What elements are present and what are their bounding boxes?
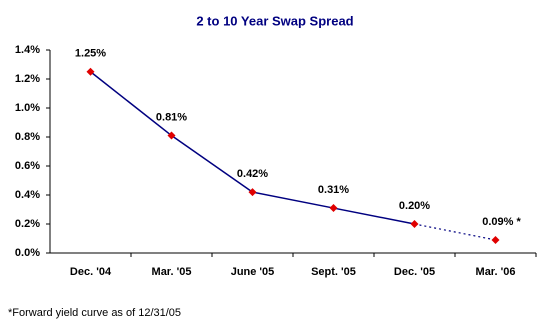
marker <box>410 220 419 228</box>
y-tick-label: 0.4% <box>15 189 40 201</box>
marker <box>167 131 176 140</box>
line-segment <box>333 207 415 225</box>
y-tick-label: 1.2% <box>15 73 40 85</box>
data-label: 0.42% <box>237 168 268 180</box>
marker <box>491 235 500 244</box>
x-tick-label: Mar. '06 <box>476 266 516 278</box>
data-label: 0.20% <box>399 200 430 212</box>
line-segment <box>252 191 334 209</box>
marker <box>86 67 95 76</box>
data-label: 0.81% <box>156 111 187 123</box>
data-label: 0.31% <box>318 184 349 196</box>
data-label: 1.25% <box>75 48 106 60</box>
y-tick-label: 0.8% <box>15 131 40 143</box>
footnote: *Forward yield curve as of 12/31/05 <box>8 307 181 319</box>
marker <box>248 188 257 197</box>
x-tick-label: June '05 <box>231 266 275 278</box>
chart-title: 2 to 10 Year Swap Spread <box>196 13 353 28</box>
y-tick-label: 0.0% <box>15 247 40 259</box>
line-segment <box>171 134 253 193</box>
dashed-segment <box>414 223 496 241</box>
y-tick-label: 1.0% <box>15 102 40 114</box>
x-tick-label: Dec. '05 <box>394 266 435 278</box>
data-label: 0.09% * <box>482 216 521 228</box>
x-tick-label: Dec. '04 <box>70 266 112 278</box>
marker <box>329 204 338 213</box>
y-tick-label: 0.2% <box>15 218 40 230</box>
line-segment <box>90 71 172 137</box>
x-tick-label: Mar. '05 <box>152 266 192 278</box>
y-tick-label: 0.6% <box>15 160 40 172</box>
x-tick-label: Sept. '05 <box>311 266 356 278</box>
y-tick-label: 1.4% <box>15 44 40 56</box>
